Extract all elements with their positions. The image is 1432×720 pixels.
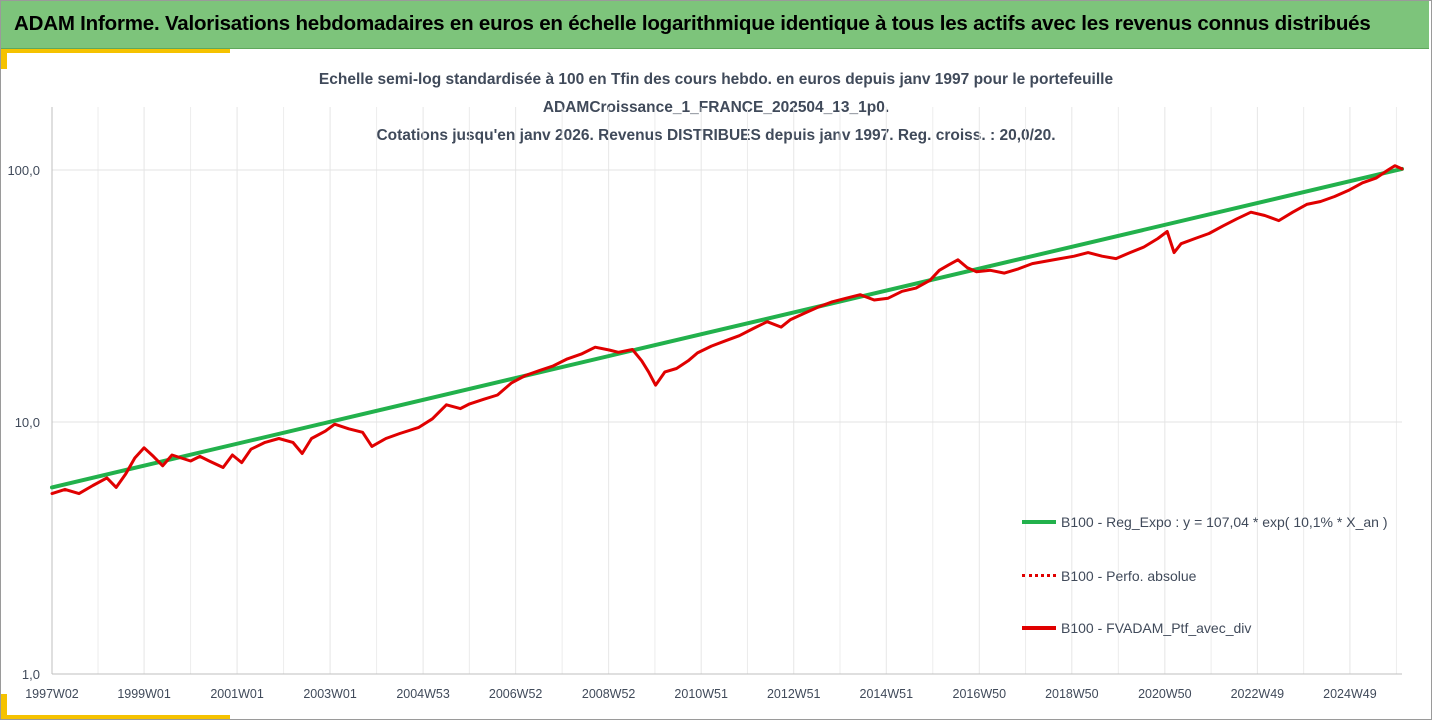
- portfolio-value-line: [50, 164, 1404, 496]
- legend-label-portfolio: B100 - FVADAM_Ptf_avec_div: [1061, 620, 1252, 636]
- x-tick-label: 2022W49: [1231, 687, 1285, 701]
- chart-title-line-2: ADAMCroissance_1_FRANCE_202504_13_1p0.: [542, 99, 890, 116]
- x-tick-label: 2006W52: [489, 687, 543, 701]
- y-tick-label: 100,0: [7, 163, 40, 178]
- x-tick-label: 2016W50: [953, 687, 1007, 701]
- legend-label-perfo-absolue: B100 - Perfo. absolue: [1061, 568, 1197, 584]
- y-tick-label: 1,0: [22, 667, 40, 682]
- x-tick-label: 2008W52: [582, 687, 636, 701]
- accent-corner-top-vertical: [1, 49, 7, 69]
- regression-line: [50, 166, 1404, 490]
- legend-swatch-red-line: [1022, 626, 1056, 630]
- y-tick-label: 10,0: [15, 415, 40, 430]
- x-tick-label: 2012W51: [767, 687, 821, 701]
- accent-corner-top: [1, 49, 230, 53]
- x-tick-label: 2001W01: [210, 687, 264, 701]
- x-tick-label: 1997W02: [25, 687, 79, 701]
- x-tick-label: 2014W51: [860, 687, 914, 701]
- x-tick-label: 2010W51: [674, 687, 728, 701]
- x-tick-label: 2020W50: [1138, 687, 1192, 701]
- x-tick-label: 2003W01: [303, 687, 357, 701]
- report-title: ADAM Informe. Valorisations hebdomadaire…: [14, 12, 1371, 35]
- chart-title-line-3: Cotations jusqu'en janv 2026. Revenus DI…: [376, 127, 1056, 144]
- x-tick-label: 2004W53: [396, 687, 450, 701]
- legend-swatch-dotted-red-line: [1022, 574, 1056, 577]
- legend-label-regression: B100 - Reg_Expo : y = 107,04 * exp( 10,1…: [1061, 514, 1388, 530]
- accent-corner-bottom: [1, 715, 230, 719]
- x-tick-label: 2018W50: [1045, 687, 1099, 701]
- report-banner: ADAM Informe. Valorisations hebdomadaire…: [1, 1, 1429, 49]
- x-tick-label: 1999W01: [117, 687, 171, 701]
- x-tick-label: 2024W49: [1323, 687, 1377, 701]
- legend-swatch-green-line: [1022, 520, 1056, 524]
- accent-corner-bottom-vertical: [1, 694, 7, 719]
- chart-title-line-1: Echelle semi-log standardisée à 100 en T…: [318, 71, 1114, 88]
